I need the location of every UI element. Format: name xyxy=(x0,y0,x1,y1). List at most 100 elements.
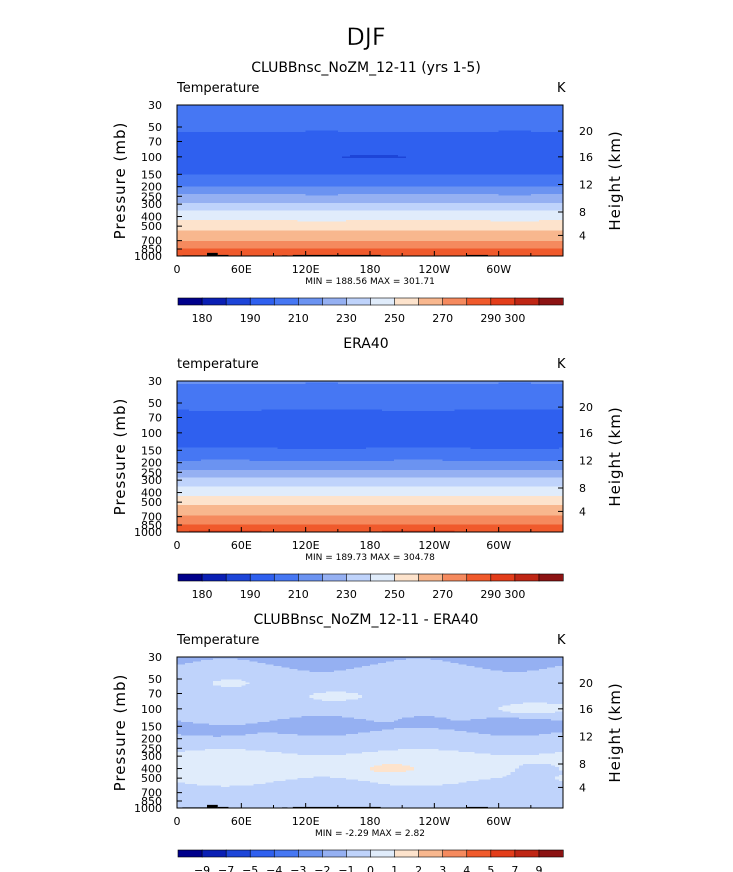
contour-cell xyxy=(177,470,564,473)
contour-cell xyxy=(177,476,564,479)
contour-cell xyxy=(554,711,564,714)
contour-cell xyxy=(177,738,564,741)
colorbar-swatch xyxy=(346,849,372,858)
contour-cell xyxy=(297,219,347,222)
x-tick-label: 0 xyxy=(174,263,181,276)
contour-cell xyxy=(177,504,564,507)
contour-cell xyxy=(177,239,564,242)
colorbar-swatch xyxy=(394,849,420,858)
y-tick-label: 700 xyxy=(141,235,162,248)
contour-cell xyxy=(177,497,564,500)
y-tick-label: 850 xyxy=(141,519,162,532)
contour-cell xyxy=(177,108,564,111)
contour-cell xyxy=(177,447,279,450)
contour-cell xyxy=(341,156,407,159)
contour-cell xyxy=(177,394,564,397)
contour-cell xyxy=(177,154,351,157)
contour-cell xyxy=(337,130,500,133)
contour-cell xyxy=(177,705,504,708)
colorbar-swatch xyxy=(201,573,227,582)
colorbar-label: −7 xyxy=(218,864,234,872)
contour-cell xyxy=(374,765,411,768)
contour-cell xyxy=(177,724,564,727)
y-tick-label: 850 xyxy=(141,243,162,256)
colorbar-swatch xyxy=(298,297,323,306)
contour-cell xyxy=(193,661,258,664)
contour-cell xyxy=(305,194,339,197)
contour-cell xyxy=(177,735,214,738)
y-tick-label: 700 xyxy=(141,511,162,524)
contour-cell xyxy=(177,207,564,210)
colorbar-label: 190 xyxy=(240,588,261,601)
contour-cell xyxy=(177,415,564,418)
contour-cell xyxy=(265,663,379,666)
contour-cell xyxy=(177,163,564,166)
terrain-block xyxy=(217,254,229,256)
contour-cell xyxy=(345,691,564,694)
contour-cell xyxy=(546,702,564,705)
y-tick-label: 50 xyxy=(148,673,162,686)
contour-cell xyxy=(558,774,564,777)
contour-cell xyxy=(177,461,564,464)
contour-cell xyxy=(177,711,512,714)
contour-cell xyxy=(177,409,190,412)
contour-cell xyxy=(558,767,564,770)
contour-cell xyxy=(345,734,492,737)
contour-cell xyxy=(558,447,564,450)
height-axis-label: Height (km) xyxy=(606,406,624,506)
contour-cell xyxy=(177,105,564,108)
contour-cell xyxy=(177,749,206,752)
contour-cell xyxy=(486,717,520,720)
contour-cell xyxy=(390,783,443,786)
contour-cell xyxy=(177,126,564,129)
contour-cell xyxy=(177,467,564,470)
contour-cell xyxy=(177,759,564,762)
x-tick-label: 180 xyxy=(360,815,381,828)
contour-cell xyxy=(378,782,459,785)
contour-cell xyxy=(177,225,564,228)
y-tick-label: 400 xyxy=(141,487,162,500)
contour-cell xyxy=(177,159,564,162)
y-tick-label: 250 xyxy=(141,742,162,755)
colorbar-label: 250 xyxy=(384,588,405,601)
contour-cell xyxy=(229,785,564,788)
contour-cell xyxy=(177,706,500,709)
contour-cell xyxy=(177,111,564,114)
contour-cell xyxy=(442,660,564,663)
contour-cell xyxy=(538,669,564,672)
contour-cell xyxy=(177,390,564,393)
contour-cell xyxy=(398,718,451,721)
contour-cell xyxy=(361,752,476,755)
contour-cell xyxy=(177,456,564,459)
contour-cell xyxy=(554,765,564,768)
contour-cell xyxy=(177,209,564,212)
contour-cell xyxy=(530,130,564,133)
colorbar-swatch xyxy=(466,849,492,858)
colorbar-label: 210 xyxy=(288,588,309,601)
contour-cell xyxy=(177,210,564,213)
contour-cell xyxy=(213,684,246,687)
contour-cell xyxy=(454,409,564,412)
contour-cell xyxy=(398,154,564,157)
contour-cell xyxy=(414,715,435,718)
contour-cell xyxy=(177,382,307,385)
contour-cell xyxy=(550,732,564,735)
contour-cell xyxy=(177,243,564,246)
contour-cell xyxy=(177,144,564,147)
contour-cell xyxy=(406,770,516,773)
height-tick-label: 16 xyxy=(579,427,593,440)
colorbar-swatch xyxy=(538,849,564,858)
contour-cell xyxy=(177,486,564,489)
contour-cell xyxy=(177,142,564,145)
contour-cell xyxy=(177,384,564,387)
height-tick-label: 4 xyxy=(579,505,586,518)
contour-cell xyxy=(357,732,480,735)
contour-cell xyxy=(177,727,395,730)
contour-cell xyxy=(177,418,564,421)
colorbar-label: 210 xyxy=(288,312,309,325)
contour-cell xyxy=(177,524,564,527)
contour-cell xyxy=(305,382,339,385)
contour-cell xyxy=(361,696,564,699)
contour-cell xyxy=(442,783,564,786)
contour-cell xyxy=(177,162,564,165)
